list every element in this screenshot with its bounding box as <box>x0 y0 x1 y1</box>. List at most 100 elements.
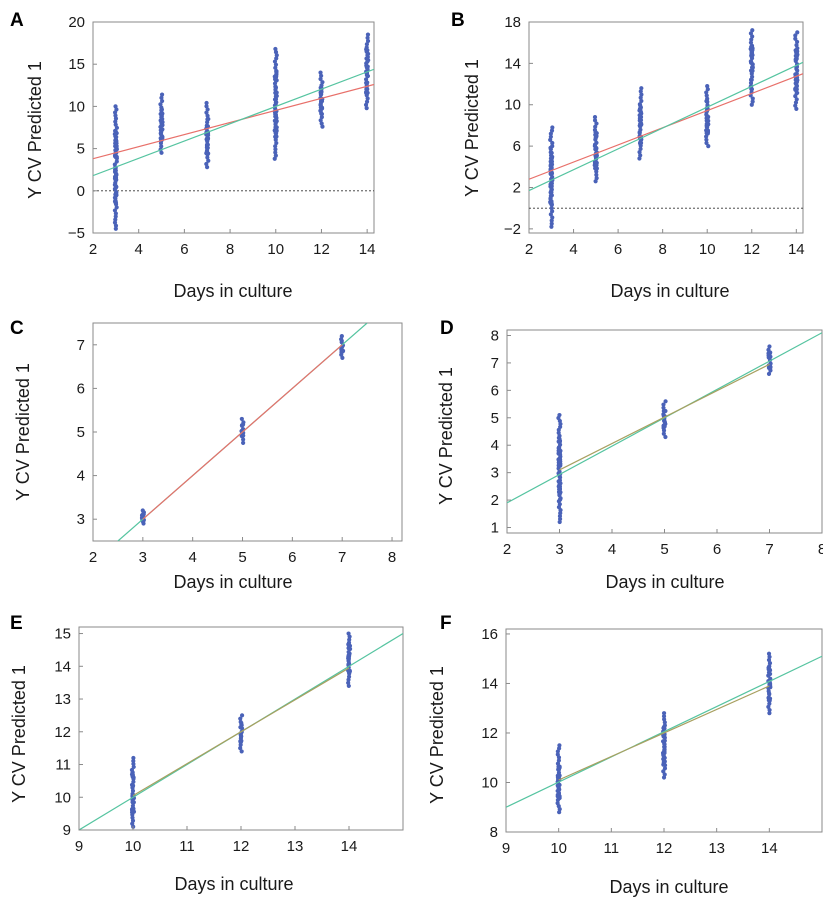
panel-letter-e: E <box>10 613 23 634</box>
y-tick-label-d: 1 <box>491 520 499 537</box>
data-point-b <box>704 134 709 139</box>
data-point-a <box>365 32 371 37</box>
data-point-a <box>112 162 117 167</box>
data-point-b <box>594 169 599 174</box>
data-point-d <box>663 434 668 440</box>
data-point-b <box>637 156 642 161</box>
data-point-a <box>159 150 164 155</box>
x-tick-label-b: 2 <box>525 241 533 258</box>
x-tick-label-d: 5 <box>660 541 668 558</box>
y-axis-label-f: Y CV Predicted 1 <box>427 666 447 804</box>
x-tick-label-e: 9 <box>75 838 83 855</box>
data-point-b <box>704 137 709 142</box>
data-point-b <box>794 78 800 84</box>
y-tick-label-b: 6 <box>513 138 521 155</box>
data-point-a <box>113 155 119 160</box>
data-point-b <box>704 90 709 95</box>
data-point-c <box>339 333 344 339</box>
data-point-a <box>319 106 325 111</box>
y-axis-label-e: Y CV Predicted 1 <box>9 665 29 803</box>
data-point-b <box>750 28 755 33</box>
data-point-f <box>767 691 772 696</box>
panel-a: A 2 4 6 8 10 12 14 −5 0 5 10 15 20 Days in culture Y… <box>10 10 375 301</box>
data-point-f <box>766 651 772 656</box>
dot-column-a <box>158 92 165 155</box>
data-point-b <box>793 100 799 105</box>
data-point-f <box>661 711 667 716</box>
data-point-b <box>793 53 798 59</box>
data-point-a <box>204 110 209 115</box>
data-point-d <box>767 344 772 349</box>
data-point-b <box>549 218 554 223</box>
data-point-a <box>319 99 325 104</box>
data-point-b <box>794 97 799 102</box>
data-point-a <box>365 73 370 79</box>
data-point-a <box>205 113 210 118</box>
data-point-b <box>550 125 555 130</box>
y-tick-label-d: 7 <box>491 355 499 372</box>
data-point-a <box>114 141 119 146</box>
data-point-b <box>793 33 798 38</box>
x-tick-label-d: 8 <box>818 541 823 558</box>
data-point-b <box>793 57 798 62</box>
x-tick-label-a: 6 <box>180 241 188 258</box>
data-point-b <box>794 39 800 45</box>
data-point-f <box>766 657 772 663</box>
data-point-d <box>661 402 666 407</box>
data-point-a <box>112 182 117 187</box>
x-tick-label-d: 2 <box>503 541 511 558</box>
data-point-a <box>160 111 165 116</box>
data-point-f <box>557 787 562 792</box>
data-point-b <box>705 84 710 89</box>
data-point-b <box>637 130 642 135</box>
x-tick-label-c: 4 <box>189 549 197 566</box>
data-point-b <box>548 145 553 150</box>
x-tick-label-e: 12 <box>233 838 250 855</box>
data-point-a <box>318 90 323 95</box>
dot-column-b <box>548 125 555 229</box>
y-tick-label-e: 12 <box>54 724 71 741</box>
dot-column-b <box>592 115 599 184</box>
data-point-a <box>114 159 119 164</box>
dot-column-f <box>766 651 773 716</box>
data-point-b <box>593 132 598 137</box>
data-point-e <box>130 774 135 779</box>
data-point-b <box>638 107 643 112</box>
x-tick-label-a: 2 <box>89 241 97 258</box>
data-point-a <box>273 65 278 70</box>
x-tick-label-a: 4 <box>135 241 143 258</box>
plot-area-f <box>506 651 822 815</box>
y-tick-label-e: 15 <box>54 626 71 643</box>
data-point-a <box>318 118 323 123</box>
dot-column-a <box>272 46 279 161</box>
data-point-f <box>766 698 771 703</box>
data-point-f <box>662 717 667 722</box>
data-point-a <box>205 117 210 122</box>
data-point-e <box>346 631 351 636</box>
data-point-a <box>364 90 369 95</box>
data-point-b <box>795 30 800 35</box>
y-tick-label-a: 20 <box>68 14 85 31</box>
fit-line-green-d <box>507 332 822 504</box>
data-point-f <box>660 739 666 744</box>
dot-column-f <box>555 743 562 815</box>
data-point-b <box>594 172 599 177</box>
data-point-b <box>592 118 598 123</box>
y-tick-label-a: 0 <box>77 183 85 200</box>
x-tick-label-d: 7 <box>765 541 773 558</box>
data-point-a <box>160 116 165 122</box>
x-axis-label-b: Days in culture <box>610 281 729 301</box>
x-tick-label-b: 14 <box>788 241 805 258</box>
data-point-b <box>704 93 709 98</box>
data-point-e <box>130 815 135 820</box>
data-point-a <box>363 77 369 82</box>
data-point-b <box>549 170 554 175</box>
dot-column-b <box>793 30 800 111</box>
data-point-a <box>273 114 279 119</box>
data-point-f <box>662 766 668 771</box>
data-point-e <box>346 680 351 685</box>
y-tick-label-b: −2 <box>504 221 521 238</box>
data-point-a <box>318 70 323 75</box>
data-point-a <box>158 102 163 107</box>
data-point-a <box>272 74 277 79</box>
